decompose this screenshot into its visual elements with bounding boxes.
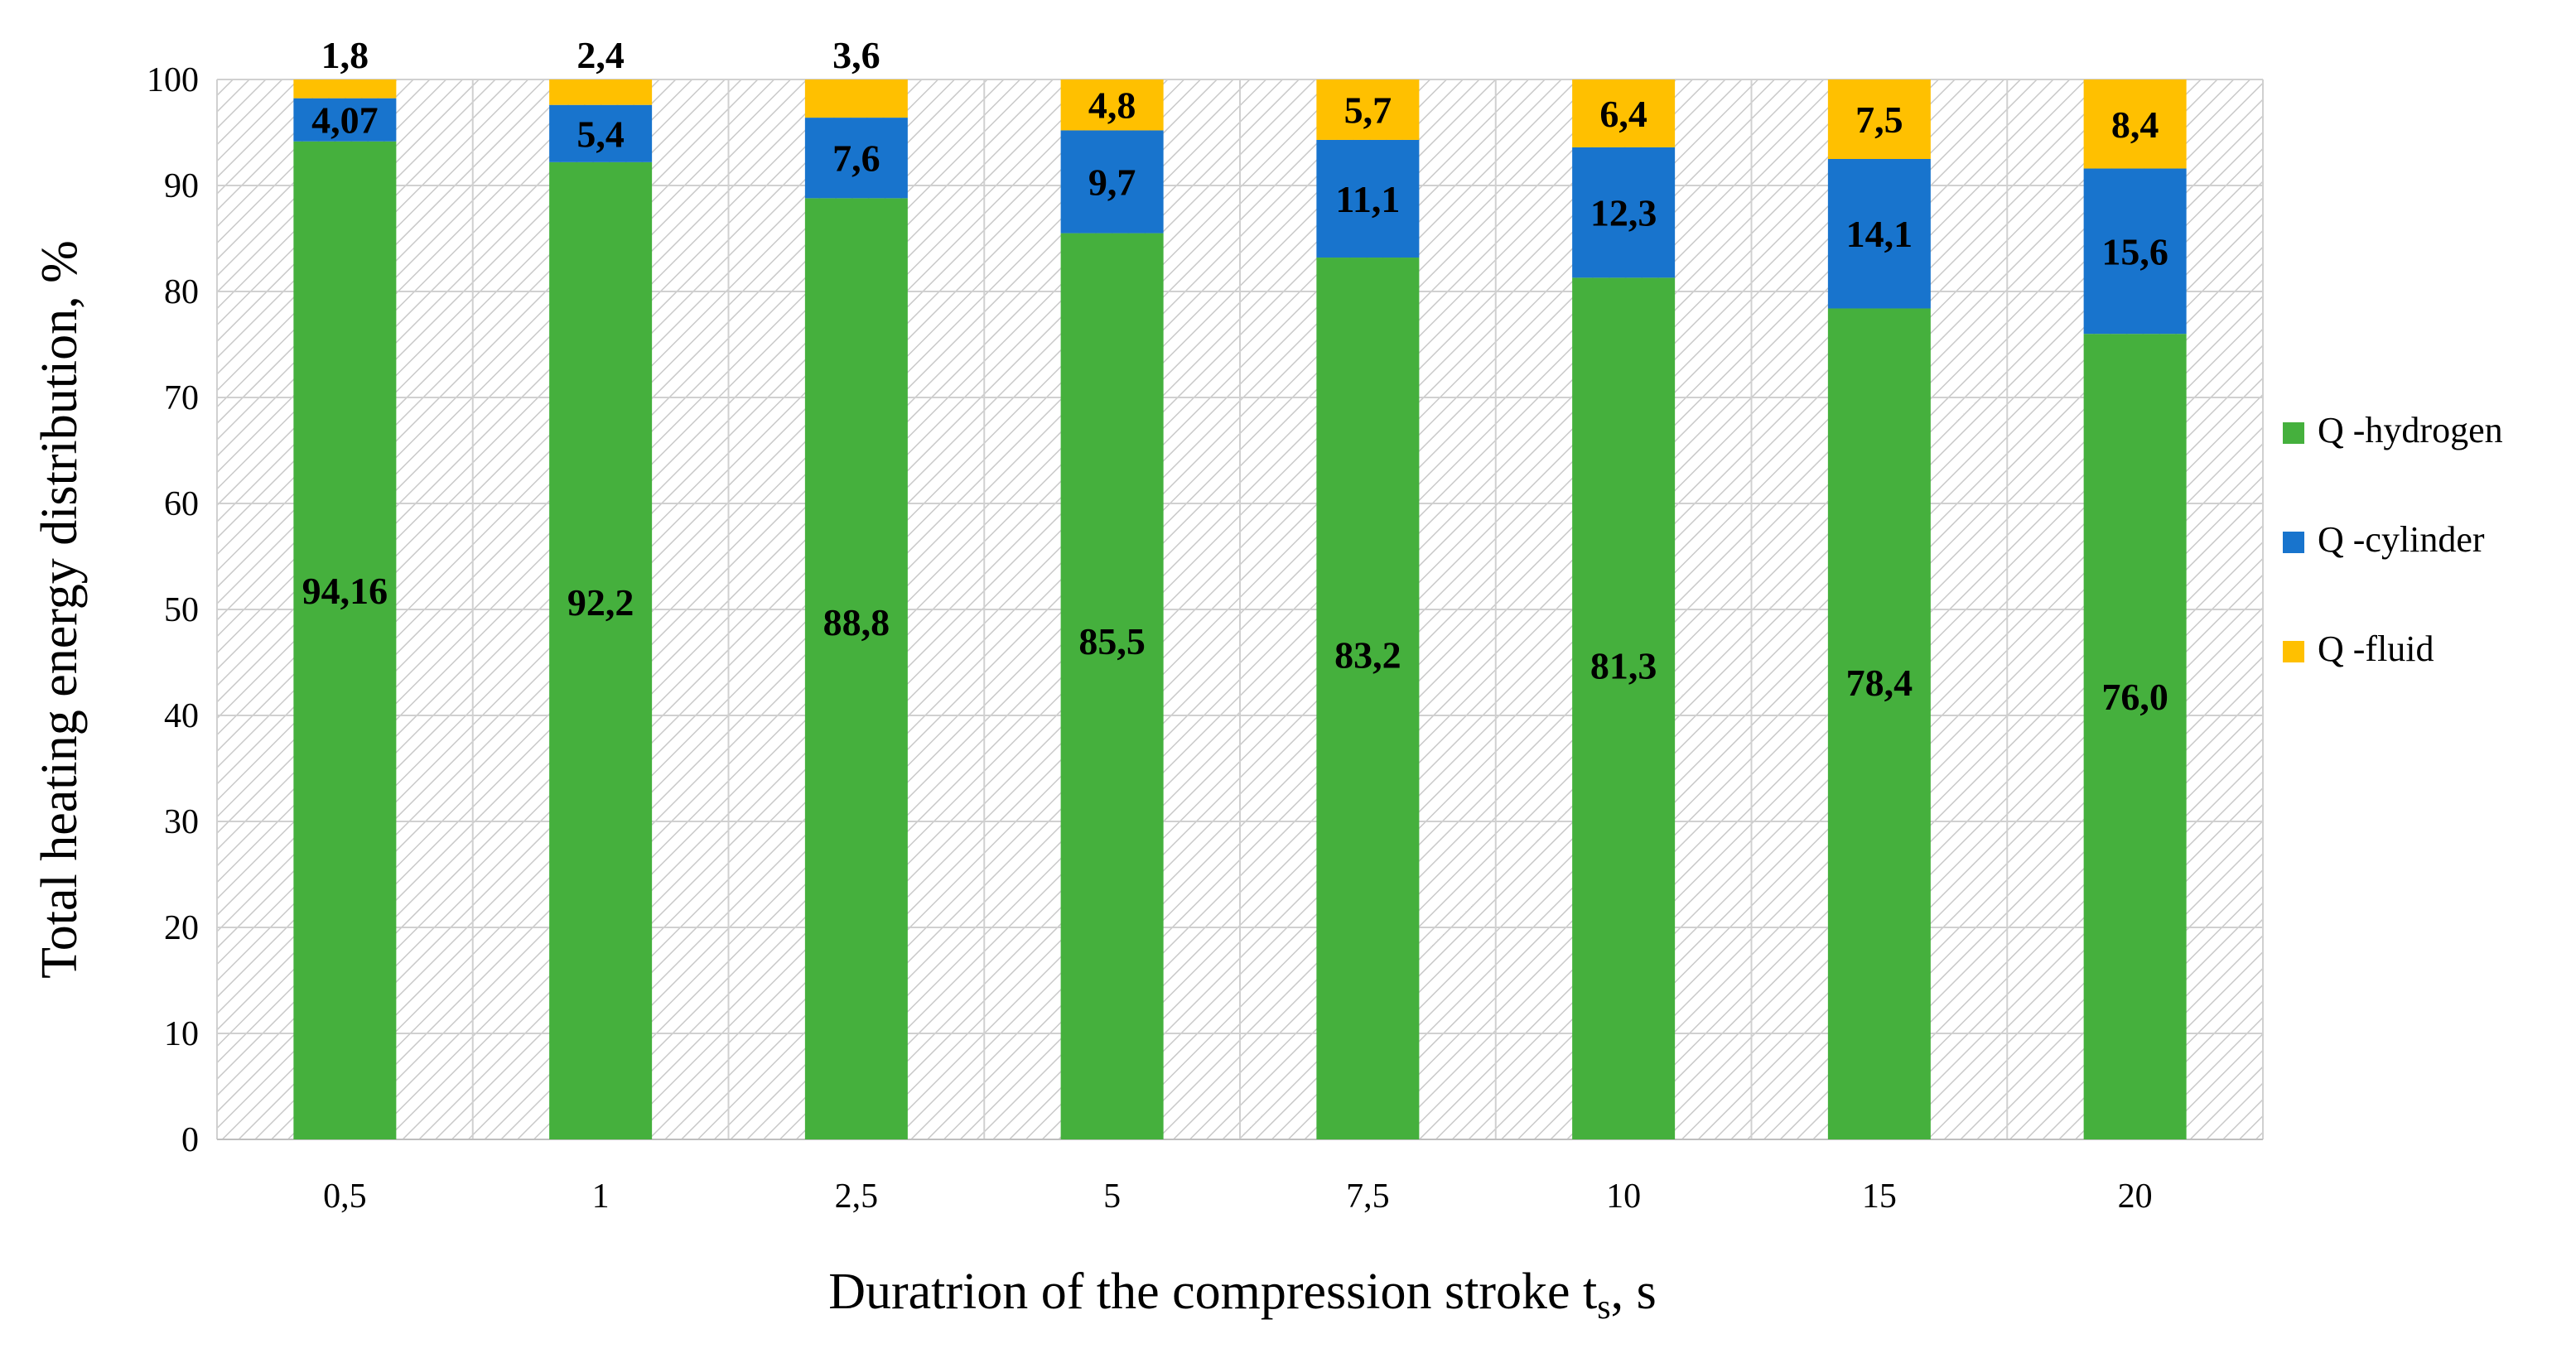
data-label: 15,6 — [2101, 230, 2168, 272]
bar-segment-q-cylinder — [1060, 130, 1164, 234]
data-label: 9,7 — [1088, 161, 1136, 204]
data-label: 1,8 — [321, 34, 369, 76]
bars-group — [293, 79, 2187, 1140]
y-tick-label: 0 — [181, 1121, 199, 1159]
bar-segment-q-hydrogen — [1316, 258, 1420, 1139]
y-tick-label: 20 — [164, 909, 199, 947]
bar-segment-q-fluid — [293, 79, 397, 99]
data-label: 5,7 — [1344, 89, 1392, 131]
data-label: 88,8 — [823, 601, 890, 643]
bar-segment-q-cylinder — [1316, 139, 1420, 258]
data-label: 12,3 — [1590, 192, 1657, 234]
x-axis-title: Duratrion of the compression stroke ts, … — [828, 1264, 1657, 1327]
x-tick-label: 5 — [1103, 1177, 1121, 1216]
data-label: 8,4 — [2111, 104, 2159, 146]
legend-label: Q -hydrogen — [2318, 410, 2503, 450]
y-tick-label: 40 — [164, 697, 199, 735]
bar-segment-q-fluid — [1827, 79, 1931, 159]
x-tick-label: 10 — [1606, 1177, 1641, 1216]
bar-segment-q-cylinder — [1827, 159, 1931, 309]
data-label: 14,1 — [1846, 213, 1913, 255]
legend-label: Q -fluid — [2318, 628, 2434, 669]
data-label: 2,4 — [576, 34, 625, 76]
bar-segment-q-hydrogen — [2083, 334, 2187, 1139]
bar-segment-q-fluid — [1572, 79, 1676, 147]
data-label: 76,0 — [2101, 676, 2168, 718]
data-label: 7,6 — [832, 137, 880, 180]
data-labels: 94,16 4,07 1,8 92,2 5,4 2,4 88,8 7,6 3,6 85,5 9,7 4… — [302, 34, 2168, 718]
data-label: 5,4 — [576, 113, 625, 155]
bar-segment-q-cylinder — [293, 98, 397, 142]
data-label: 11,1 — [1335, 178, 1400, 220]
data-label: 94,16 — [302, 570, 388, 612]
bar-segment-q-hydrogen — [1827, 308, 1931, 1140]
bar-segment-q-hydrogen — [549, 161, 653, 1140]
x-tick-label: 7,5 — [1346, 1177, 1390, 1216]
x-tick-label: 1 — [592, 1177, 610, 1216]
x-tick-label: 0,5 — [323, 1177, 367, 1216]
bar-segment-q-fluid — [804, 79, 908, 118]
data-label: 7,5 — [1855, 99, 1903, 141]
bar-segment-q-fluid — [1316, 79, 1420, 140]
bar-segment-q-cylinder — [804, 118, 908, 199]
y-axis-ticks: 0 10 20 30 40 50 60 70 80 90 100 — [147, 61, 199, 1159]
bar-segment-q-fluid — [1060, 79, 1164, 131]
y-tick-label: 70 — [164, 379, 199, 417]
bar-segment-q-hydrogen — [1572, 277, 1676, 1139]
legend-swatch — [2283, 641, 2304, 662]
legend-swatch — [2283, 422, 2304, 444]
bar-segment-q-fluid — [549, 79, 653, 105]
bar-segment-q-hydrogen — [804, 198, 908, 1140]
x-tick-label: 15 — [1862, 1177, 1897, 1216]
y-tick-label: 80 — [164, 273, 199, 311]
data-label: 4,8 — [1088, 84, 1136, 127]
x-axis-ticks: 0,5 1 2,5 5 7,5 10 15 20 — [323, 1177, 2153, 1216]
bar-segment-q-fluid — [2083, 79, 2187, 169]
bar-segment-q-cylinder — [549, 104, 653, 162]
legend-swatch — [2283, 532, 2304, 553]
data-label: 6,4 — [1599, 93, 1647, 135]
y-tick-label: 30 — [164, 803, 199, 841]
bar-segment-q-hydrogen — [293, 141, 397, 1140]
bar-segment-q-hydrogen — [1060, 233, 1164, 1140]
y-tick-label: 50 — [164, 591, 199, 629]
data-label: 81,3 — [1590, 645, 1657, 687]
data-label: 92,2 — [567, 581, 634, 624]
y-axis-title: Total heating energy distribution, % — [31, 240, 88, 979]
bar-segment-q-cylinder — [2083, 168, 2187, 335]
y-tick-label: 90 — [164, 167, 199, 205]
data-label: 78,4 — [1846, 662, 1913, 704]
legend: Q -hydrogen Q -cylinder Q -fluid — [2283, 410, 2503, 669]
data-label: 83,2 — [1334, 633, 1401, 676]
x-tick-label: 20 — [2118, 1177, 2153, 1216]
x-tick-label: 2,5 — [835, 1177, 879, 1216]
legend-label: Q -cylinder — [2318, 519, 2485, 560]
data-label: 4,07 — [311, 99, 379, 142]
data-label: 85,5 — [1078, 620, 1146, 662]
y-tick-label: 60 — [164, 485, 199, 523]
bar-segment-q-cylinder — [1572, 147, 1676, 278]
y-tick-label: 100 — [147, 61, 199, 99]
data-label: 3,6 — [832, 34, 880, 76]
y-tick-label: 10 — [164, 1015, 199, 1053]
